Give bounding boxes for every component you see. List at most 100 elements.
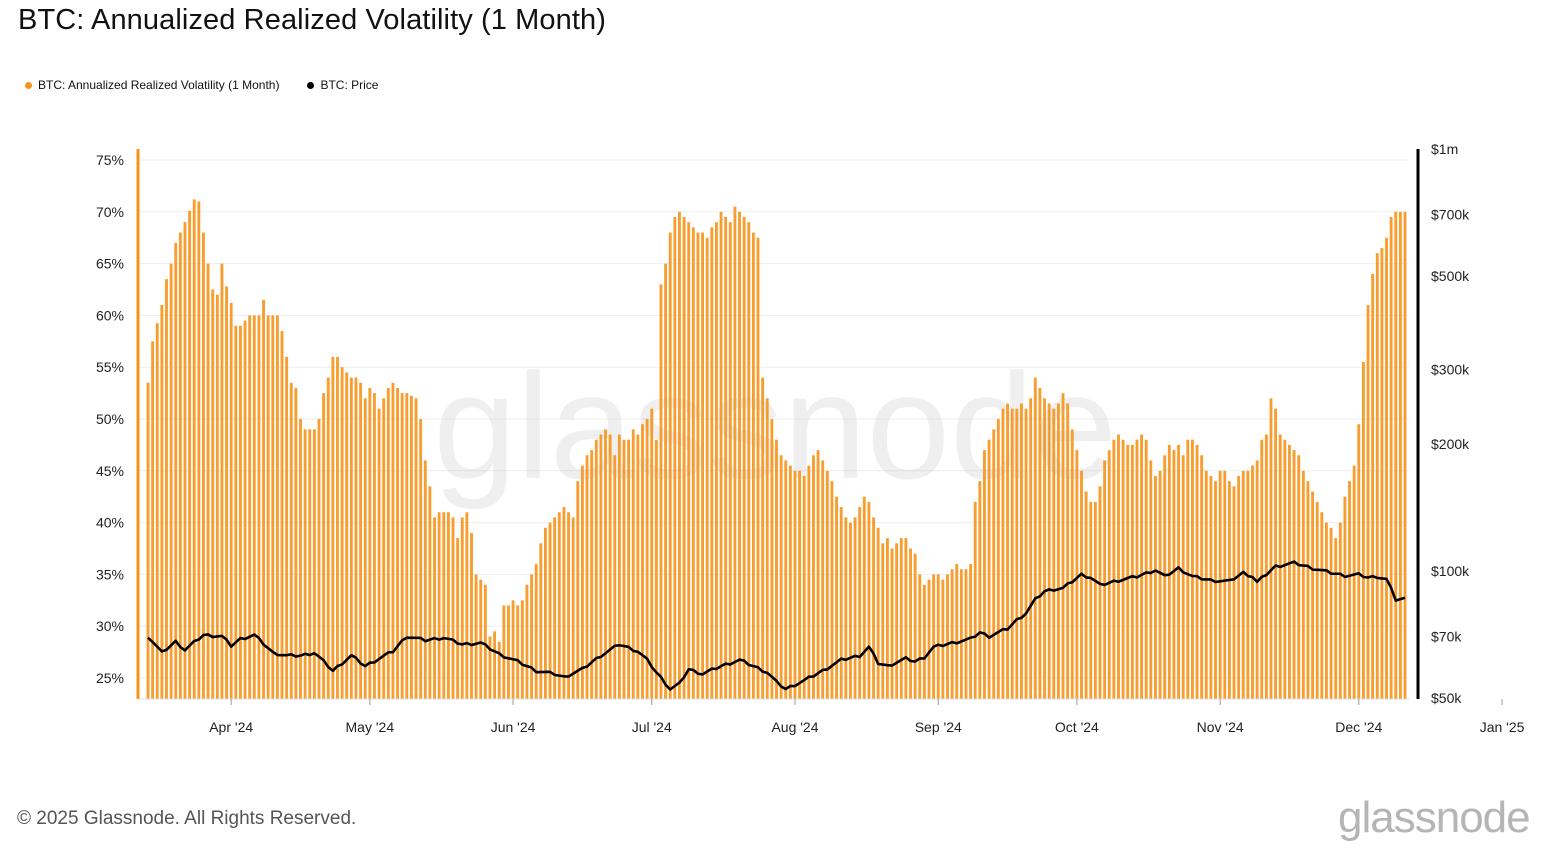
volatility-bar	[308, 429, 312, 699]
volatility-bar	[1292, 450, 1296, 699]
volatility-bar	[215, 294, 219, 699]
volatility-bar	[1223, 470, 1227, 699]
volatility-bar	[238, 325, 242, 699]
volatility-bar	[419, 419, 423, 699]
volatility-bar	[922, 584, 926, 699]
volatility-bar	[761, 377, 765, 699]
right-tick-label: $500k	[1431, 268, 1470, 284]
volatility-bar	[557, 512, 561, 699]
volatility-bar	[604, 429, 607, 699]
legend-label-volatility: BTC: Annualized Realized Volatility (1 M…	[38, 78, 280, 92]
volatility-bar	[1158, 470, 1162, 699]
volatility-bar	[548, 522, 552, 699]
volatility-bar	[479, 579, 483, 699]
volatility-bar	[1403, 211, 1407, 700]
volatility-bar	[1394, 211, 1398, 700]
volatility-bar	[553, 517, 557, 699]
volatility-bar	[373, 393, 376, 699]
volatility-bar	[567, 512, 570, 699]
volatility-bar	[1070, 429, 1074, 699]
volatility-bar	[428, 486, 432, 699]
left-tick-label: 30%	[96, 618, 124, 634]
volatility-bar	[359, 382, 363, 699]
volatility-bar	[992, 429, 996, 699]
volatility-bar	[1130, 444, 1134, 699]
volatility-bar	[451, 517, 455, 699]
volatility-bar	[1398, 211, 1402, 700]
left-tick-label: 75%	[96, 152, 124, 168]
volatility-bar	[872, 517, 875, 699]
volatility-bar	[197, 201, 201, 699]
volatility-bar	[465, 512, 469, 699]
volatility-bar	[234, 325, 238, 699]
volatility-bar	[895, 543, 899, 699]
volatility-bar	[747, 222, 751, 699]
volatility-bar	[705, 237, 709, 699]
price-line	[147, 560, 1406, 691]
volatility-bar	[608, 434, 612, 699]
volatility-bar	[1195, 444, 1199, 699]
volatility-bar	[867, 501, 871, 699]
volatility-bar	[530, 574, 534, 699]
volatility-bar	[280, 330, 284, 699]
volatility-bar	[1167, 444, 1171, 699]
volatility-bar	[336, 356, 339, 699]
volatility-bar	[1140, 434, 1144, 699]
volatility-bar	[1056, 403, 1060, 699]
volatility-bar	[733, 206, 737, 699]
volatility-bar	[876, 527, 880, 699]
volatility-bar	[1338, 522, 1342, 699]
volatility-bar	[382, 398, 386, 699]
volatility-bar	[1361, 362, 1365, 699]
volatility-bar	[788, 465, 792, 699]
volatility-bar	[756, 237, 760, 699]
volatility-bar	[225, 286, 228, 699]
volatility-bar	[918, 574, 922, 699]
volatility-bar	[252, 315, 256, 699]
volatility-bar	[442, 512, 446, 699]
left-tick-label: 45%	[96, 463, 124, 479]
volatility-bar	[839, 507, 843, 699]
legend-item-volatility[interactable]: BTC: Annualized Realized Volatility (1 M…	[25, 78, 279, 92]
volatility-bar	[1306, 481, 1310, 699]
watermark-text: glassnode	[433, 342, 1117, 510]
legend-item-price[interactable]: BTC: Price	[307, 78, 378, 92]
x-tick-label: Nov '24	[1197, 719, 1244, 735]
volatility-bar	[821, 460, 825, 699]
volatility-bar	[1029, 398, 1033, 699]
volatility-bar	[520, 600, 524, 699]
volatility-bar	[927, 579, 931, 699]
volatility-bar	[1329, 527, 1333, 699]
volatility-bar	[174, 242, 178, 699]
volatility-bar	[571, 517, 575, 699]
volatility-bar	[1033, 377, 1037, 699]
volatility-bar	[1010, 408, 1014, 699]
volatility-bar	[742, 216, 746, 700]
volatility-bar	[1218, 470, 1222, 699]
volatility-bar	[594, 439, 598, 699]
volatility-bar	[1024, 408, 1028, 699]
volatility-bar	[613, 455, 617, 699]
left-tick-label: 25%	[96, 670, 124, 686]
volatility-bar	[289, 382, 293, 699]
volatility-bar	[220, 263, 224, 699]
volatility-bar	[243, 320, 247, 699]
volatility-bar	[151, 341, 155, 699]
volatility-bar	[959, 569, 963, 699]
volatility-bar	[146, 382, 150, 699]
volatility-bar	[1246, 470, 1250, 699]
volatility-bar	[590, 450, 594, 699]
volatility-bar	[784, 460, 788, 699]
volatility-bar	[262, 299, 265, 699]
volatility-bar	[714, 222, 718, 699]
volatility-bar	[368, 387, 372, 699]
volatility-bar	[544, 527, 547, 699]
volatility-bar	[881, 543, 885, 699]
volatility-bar	[858, 507, 862, 699]
volatility-bar	[765, 398, 769, 699]
legend-swatch-price	[307, 81, 315, 89]
volatility-bar	[1227, 481, 1231, 699]
volatility-bar	[202, 232, 205, 699]
volatility-bar	[802, 475, 806, 699]
volatility-bar	[1177, 444, 1180, 699]
